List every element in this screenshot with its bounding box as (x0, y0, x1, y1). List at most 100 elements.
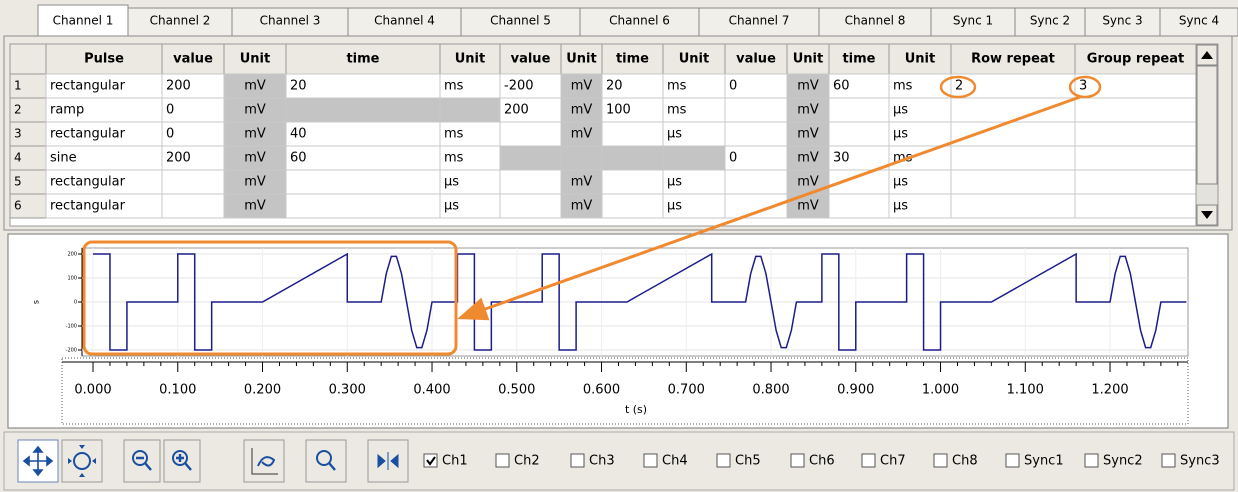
table-cell[interactable] (601, 193, 664, 219)
table-cell[interactable] (45, 73, 163, 99)
table-cell[interactable] (1074, 145, 1197, 171)
checkbox-box[interactable] (1005, 453, 1020, 468)
table-cell[interactable] (161, 193, 225, 219)
table-cell[interactable] (45, 121, 163, 147)
table-cell[interactable] (560, 97, 603, 123)
checkbox-box[interactable] (643, 453, 658, 468)
tab[interactable] (1014, 7, 1086, 37)
checkbox[interactable]: Ch6 (790, 453, 835, 469)
scroll-thumb[interactable] (1196, 65, 1218, 185)
checkbox[interactable]: Ch2 (495, 453, 540, 469)
table-cell[interactable] (1074, 97, 1197, 123)
table-cell[interactable] (560, 145, 603, 171)
table-cell[interactable] (1074, 193, 1197, 219)
table-cell[interactable] (950, 193, 1076, 219)
checkbox-box[interactable] (861, 453, 876, 468)
table-cell[interactable] (285, 169, 441, 195)
table-cell[interactable] (662, 145, 726, 171)
zoom-in-button[interactable] (163, 439, 201, 483)
table-cell[interactable] (601, 121, 664, 147)
checkbox-box[interactable] (1084, 453, 1099, 468)
table-cell[interactable] (499, 73, 562, 99)
table-cell[interactable] (439, 97, 501, 123)
table-cell[interactable] (888, 193, 952, 219)
checkbox-box[interactable] (570, 453, 585, 468)
tab[interactable] (818, 7, 932, 37)
table-cell[interactable] (786, 145, 830, 171)
table-cell[interactable] (724, 121, 788, 147)
table-cell[interactable] (950, 97, 1076, 123)
table-cell[interactable] (439, 121, 501, 147)
table-cell[interactable] (601, 169, 664, 195)
table-cell[interactable] (45, 169, 163, 195)
table-cell[interactable] (223, 193, 287, 219)
table-cell[interactable] (601, 73, 664, 99)
table-cell[interactable] (45, 193, 163, 219)
checkbox-box[interactable] (716, 453, 731, 468)
table-cell[interactable] (888, 145, 952, 171)
checkbox-box[interactable] (1161, 453, 1176, 468)
checkbox[interactable]: Ch5 (716, 453, 761, 469)
checkbox[interactable]: Ch8 (933, 453, 978, 469)
table-cell[interactable] (439, 193, 501, 219)
table-cell[interactable] (950, 145, 1076, 171)
table-cell[interactable] (828, 97, 890, 123)
tab[interactable] (930, 7, 1016, 37)
table-cell[interactable] (560, 193, 603, 219)
table-cell[interactable] (662, 73, 726, 99)
table-cell[interactable] (888, 169, 952, 195)
table-cell[interactable] (439, 169, 501, 195)
table-cell[interactable] (950, 121, 1076, 147)
table-cell[interactable] (499, 121, 562, 147)
checkbox[interactable]: Ch3 (570, 453, 615, 469)
checkbox[interactable]: Sync3 (1161, 453, 1220, 469)
table-cell[interactable] (888, 121, 952, 147)
table-cell[interactable] (828, 145, 890, 171)
table-cell[interactable] (161, 121, 225, 147)
zoom-fit-button[interactable] (305, 439, 347, 483)
checkbox[interactable]: Sync1 (1005, 453, 1064, 469)
table-cell[interactable] (161, 169, 225, 195)
table-cell[interactable] (1074, 121, 1197, 147)
table-cell[interactable] (285, 121, 441, 147)
table-cell[interactable] (499, 193, 562, 219)
table-cell[interactable] (439, 145, 501, 171)
table-cell[interactable] (499, 145, 562, 171)
table-cell[interactable] (223, 169, 287, 195)
table-cell[interactable] (285, 193, 441, 219)
tab[interactable] (37, 4, 129, 38)
checkbox-box[interactable] (495, 453, 510, 468)
tab[interactable] (231, 7, 349, 37)
checkbox[interactable]: Sync2 (1084, 453, 1143, 469)
table-cell[interactable] (499, 169, 562, 195)
table-cell[interactable] (560, 169, 603, 195)
table-cell[interactable] (828, 193, 890, 219)
table-cell[interactable] (223, 97, 287, 123)
table-cell[interactable] (662, 169, 726, 195)
table-cell[interactable] (786, 97, 830, 123)
checkbox-box[interactable] (790, 453, 805, 468)
checkbox-box[interactable] (933, 453, 948, 468)
checkbox-box[interactable] (423, 453, 438, 468)
checkbox[interactable]: Ch4 (643, 453, 688, 469)
table-cell[interactable] (223, 145, 287, 171)
table-cell[interactable] (285, 73, 441, 99)
table-cell[interactable] (601, 145, 664, 171)
table-cell[interactable] (662, 193, 726, 219)
table-cell[interactable] (950, 169, 1076, 195)
checkbox[interactable]: Ch1 (423, 453, 468, 469)
table-cell[interactable] (724, 169, 788, 195)
tab[interactable] (1159, 7, 1238, 37)
table-cell[interactable] (828, 121, 890, 147)
tab[interactable] (127, 7, 233, 37)
table-cell[interactable] (560, 121, 603, 147)
table-cell[interactable] (724, 145, 788, 171)
table-cell[interactable] (223, 73, 287, 99)
table-cell[interactable] (439, 73, 501, 99)
zoom-out-button[interactable] (123, 439, 161, 483)
table-cell[interactable] (285, 145, 441, 171)
table-cell[interactable] (786, 73, 830, 99)
table-cell[interactable] (285, 97, 441, 123)
table-cell[interactable] (724, 97, 788, 123)
table-cell[interactable] (786, 121, 830, 147)
